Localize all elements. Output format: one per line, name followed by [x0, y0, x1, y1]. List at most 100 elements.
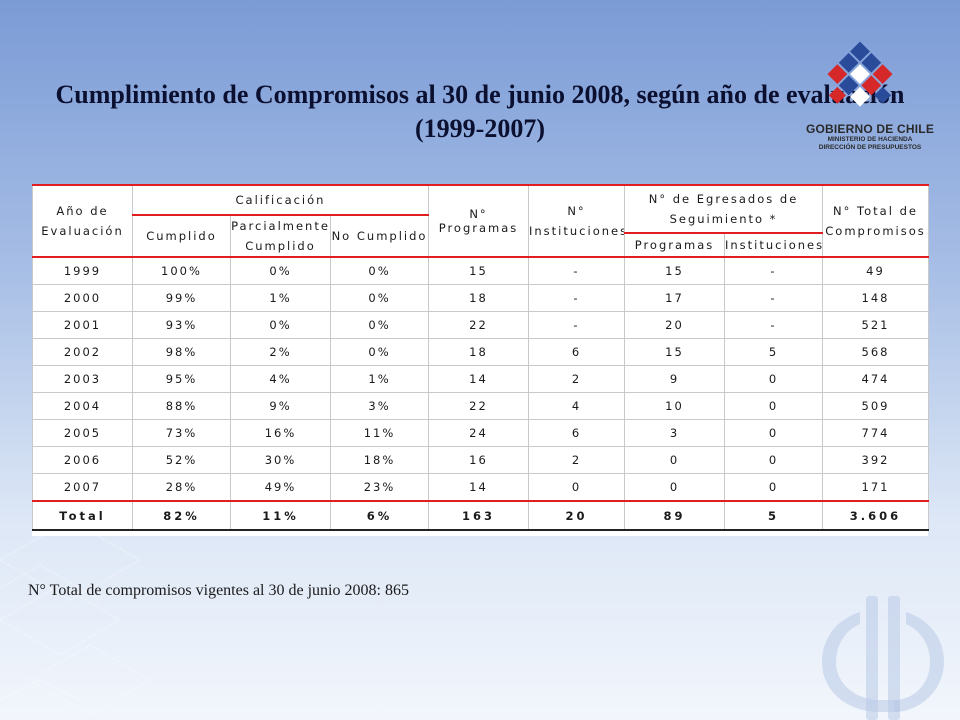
table-row: 2005 73% 16% 11% 24 6 3 0 774 [32, 419, 929, 447]
table-cell: 774 [822, 419, 929, 447]
logo-sub-text-1: MINISTERIO DE HACIENDA [827, 136, 913, 143]
total-cell: 82% [132, 500, 231, 531]
compromisos-table: Año de Evaluación Calificación N° Progra… [32, 184, 929, 531]
table-cell: 148 [822, 284, 929, 312]
table-cell: 0% [230, 311, 331, 339]
total-cell: 20 [528, 500, 625, 531]
table-cell: 2002 [32, 338, 133, 366]
table-cell: 1% [330, 365, 429, 393]
table-cell: 3% [330, 392, 429, 420]
table-cell: 1999 [32, 256, 133, 285]
table-row: 1999 100% 0% 0% 15 - 15 - 49 [32, 256, 929, 285]
table-cell: 24 [428, 419, 529, 447]
header-total-compromisos: N° Total de Compromisos [822, 184, 929, 258]
header-parcialmente-cumplido: Parcialmente Cumplido [230, 214, 331, 258]
total-cell: 11% [230, 500, 331, 531]
table-total-row: Total 82% 11% 6% 163 20 89 5 3.606 [32, 500, 929, 531]
table-cell: 18% [330, 446, 429, 474]
table-cell: 0% [330, 284, 429, 312]
header-egresados-programas: Programas [624, 232, 725, 258]
table-cell: 88% [132, 392, 231, 420]
table-cell: 99% [132, 284, 231, 312]
table-cell: 2% [230, 338, 331, 366]
table-cell: 0% [230, 256, 331, 285]
table-cell: 17 [624, 284, 725, 312]
table-cell: 23% [330, 473, 429, 502]
table-cell: 16 [428, 446, 529, 474]
logo-text: GOBIERNO DE CHILE MINISTERIO DE HACIENDA… [802, 122, 938, 152]
table-cell: 18 [428, 338, 529, 366]
header-instituciones: N° Instituciones [528, 184, 625, 258]
table-cell: 2 [528, 446, 625, 474]
page-title: Cumplimiento de Compromisos al 30 de jun… [55, 80, 905, 143]
table-cell: 14 [428, 365, 529, 393]
gobierno-chile-logo [827, 42, 893, 107]
total-cell: Total [32, 500, 133, 531]
table-cell: 0 [724, 473, 823, 502]
total-cell: 89 [624, 500, 725, 531]
table-cell: 28% [132, 473, 231, 502]
table-cell: 95% [132, 365, 231, 393]
table-cell: 0% [330, 256, 429, 285]
table-row: 2000 99% 1% 0% 18 - 17 - 148 [32, 284, 929, 312]
table-cell: 0 [724, 419, 823, 447]
table-cell: 11% [330, 419, 429, 447]
table-cell: 0 [724, 365, 823, 393]
table-cell: 73% [132, 419, 231, 447]
table-cell: 4 [528, 392, 625, 420]
total-cell: 163 [428, 500, 529, 531]
table-row: 2001 93% 0% 0% 22 - 20 - 521 [32, 311, 929, 339]
table-cell: - [528, 256, 625, 285]
table-cell: 100% [132, 256, 231, 285]
table-cell: 521 [822, 311, 929, 339]
table-cell: 509 [822, 392, 929, 420]
table-cell: 15 [428, 256, 529, 285]
table-cell: 2007 [32, 473, 133, 502]
table-cell: - [724, 256, 823, 285]
table-cell: 5 [724, 338, 823, 366]
total-cell: 6% [330, 500, 429, 531]
total-cell: 3.606 [822, 500, 929, 531]
header-anio: Año de Evaluación [32, 184, 133, 258]
header-calificacion: Calificación [132, 184, 429, 216]
table-cell: 0 [624, 473, 725, 502]
table-cell: 171 [822, 473, 929, 502]
table-cell: 98% [132, 338, 231, 366]
table-cell: 20 [624, 311, 725, 339]
header-programas: N° Programas [428, 184, 529, 258]
table-row: 2003 95% 4% 1% 14 2 9 0 474 [32, 365, 929, 393]
header-cumplido: Cumplido [132, 214, 231, 258]
table-cell: 2006 [32, 446, 133, 474]
header-no-cumplido: No Cumplido [330, 214, 429, 258]
table-cell: 0 [724, 392, 823, 420]
table-row: 2007 28% 49% 23% 14 0 0 0 171 [32, 473, 929, 502]
table-cell: 15 [624, 338, 725, 366]
table-cell: - [528, 284, 625, 312]
compromisos-table-container: Año de Evaluación Calificación N° Progra… [32, 184, 929, 536]
table-cell: - [724, 311, 823, 339]
table-cell: 93% [132, 311, 231, 339]
table-cell: 568 [822, 338, 929, 366]
table-cell: 0% [330, 338, 429, 366]
table-cell: 9 [624, 365, 725, 393]
table-cell: 14 [428, 473, 529, 502]
header-egresados: N° de Egresados de Seguimiento * [624, 184, 823, 234]
table-cell: 392 [822, 446, 929, 474]
table-cell: - [528, 311, 625, 339]
table-row: 2006 52% 30% 18% 16 2 0 0 392 [32, 446, 929, 474]
table-cell: 52% [132, 446, 231, 474]
table-cell: 1% [230, 284, 331, 312]
table-row: 2002 98% 2% 0% 18 6 15 5 568 [32, 338, 929, 366]
table-cell: 10 [624, 392, 725, 420]
table-cell: 22 [428, 311, 529, 339]
logo-sub-text-2: DIRECCIÓN DE PRESUPUESTOS [818, 144, 922, 151]
table-cell: 2000 [32, 284, 133, 312]
table-cell: 2003 [32, 365, 133, 393]
table-cell: 4% [230, 365, 331, 393]
table-cell: 49% [230, 473, 331, 502]
table-cell: 9% [230, 392, 331, 420]
table-cell: 2005 [32, 419, 133, 447]
table-cell: 0 [624, 446, 725, 474]
table-cell: 474 [822, 365, 929, 393]
table-cell: 30% [230, 446, 331, 474]
